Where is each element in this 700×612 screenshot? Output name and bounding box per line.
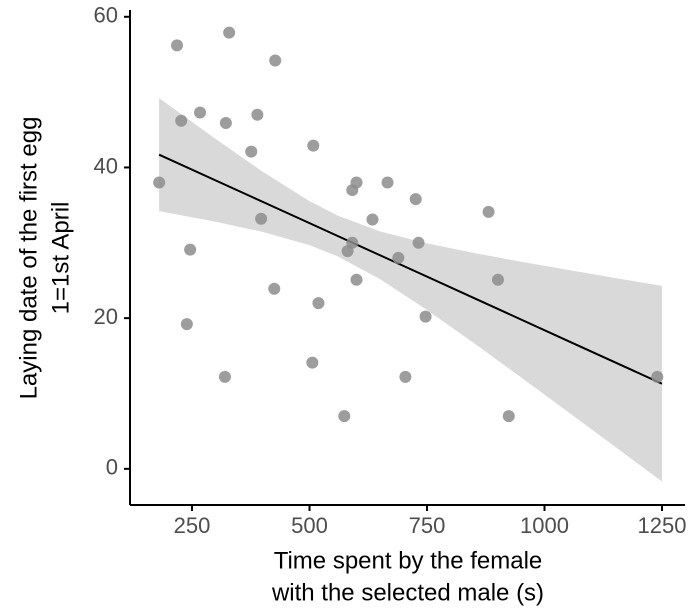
point (399, 370, 412, 383)
x-axis-label: with the selected male (s) (271, 579, 544, 606)
confidence-band (159, 98, 662, 482)
point (412, 236, 425, 249)
point (184, 243, 197, 256)
point (338, 410, 351, 423)
x-tick-label: 750 (409, 513, 446, 538)
y-tick-label: 0 (106, 455, 118, 480)
point (350, 176, 363, 189)
point (219, 117, 232, 130)
point (306, 356, 319, 369)
point (366, 213, 379, 226)
regression-line (158, 153, 663, 385)
x-axis-label: Time spent by the female (274, 547, 543, 574)
point (175, 114, 188, 127)
point (482, 205, 495, 218)
point (312, 297, 325, 310)
point (268, 282, 281, 295)
y-axis-label: 1=1st April (47, 202, 74, 315)
point (153, 176, 166, 189)
point (223, 26, 236, 39)
point (218, 370, 231, 383)
point (170, 39, 183, 52)
point (194, 106, 207, 119)
point (255, 212, 268, 225)
x-tick-label: 500 (291, 513, 328, 538)
x-tick-label: 250 (174, 513, 211, 538)
point (350, 273, 363, 286)
point (245, 145, 258, 158)
point (346, 236, 359, 249)
point (651, 370, 664, 383)
y-tick-label: 60 (94, 3, 118, 28)
y-tick-label: 40 (94, 153, 118, 178)
point (409, 193, 422, 206)
point (251, 108, 264, 121)
point (180, 318, 193, 331)
point (491, 273, 504, 286)
point (307, 139, 320, 152)
point (269, 54, 282, 67)
point (392, 251, 405, 264)
x-tick-label: 1000 (520, 513, 569, 538)
y-axis-label: Laying date of the first egg (15, 117, 42, 400)
point (502, 410, 515, 423)
point (419, 310, 432, 323)
point (381, 176, 394, 189)
y-tick-label: 20 (94, 304, 118, 329)
x-tick-label: 1250 (637, 513, 686, 538)
